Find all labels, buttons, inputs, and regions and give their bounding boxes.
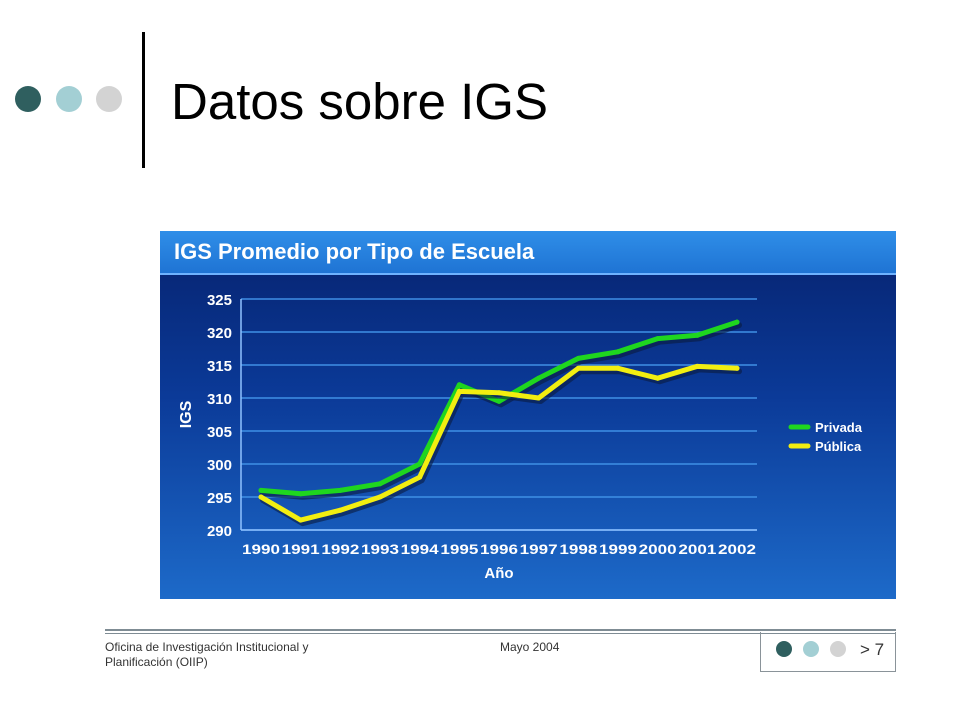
x-tick-label: 2002 bbox=[718, 541, 756, 557]
data-point bbox=[615, 349, 621, 355]
data-point bbox=[734, 365, 740, 371]
y-tick-label: 305 bbox=[207, 424, 232, 441]
x-tick-label: 1992 bbox=[321, 541, 359, 557]
x-tick-label: 1995 bbox=[440, 541, 478, 557]
data-point bbox=[377, 494, 383, 500]
title-divider bbox=[142, 32, 145, 168]
page-indicator-box bbox=[760, 632, 896, 672]
data-point bbox=[536, 375, 542, 381]
x-tick-label: 1996 bbox=[480, 541, 518, 557]
y-tick-label: 315 bbox=[207, 358, 232, 375]
y-tick-label: 320 bbox=[207, 325, 232, 342]
slide-title: Datos sobre IGS bbox=[171, 73, 548, 130]
y-tick-label: 295 bbox=[207, 490, 232, 507]
series-line-privada bbox=[258, 319, 740, 497]
x-tick-label: 1991 bbox=[282, 541, 320, 557]
x-tick-label: 1998 bbox=[559, 541, 597, 557]
chart-header: IGS Promedio por Tipo de Escuela bbox=[160, 231, 896, 275]
x-axis-title: Año bbox=[484, 565, 513, 582]
gray-dot-small-icon bbox=[830, 641, 846, 657]
data-point bbox=[575, 365, 581, 371]
y-tick-label: 310 bbox=[207, 391, 232, 408]
footer-org-line1: Oficina de Investigación Institucional y bbox=[105, 640, 309, 654]
x-tick-label: 1994 bbox=[401, 541, 439, 557]
footer-rule-top bbox=[105, 629, 896, 631]
series-shadow bbox=[260, 366, 742, 527]
data-point bbox=[337, 507, 343, 513]
data-point bbox=[734, 319, 740, 325]
data-point bbox=[417, 474, 423, 480]
data-point bbox=[655, 375, 661, 381]
x-tick-label: 1997 bbox=[520, 541, 558, 557]
x-tick-label: 1999 bbox=[599, 541, 637, 557]
footer-rule-bottom bbox=[105, 633, 896, 634]
y-axis-title: IGS bbox=[178, 400, 195, 428]
data-point bbox=[496, 398, 502, 404]
x-tick-label: 2000 bbox=[639, 541, 677, 557]
data-point bbox=[337, 487, 343, 493]
data-point bbox=[496, 390, 502, 396]
series-shadow bbox=[260, 322, 742, 500]
chart-panel: IGS Promedio por Tipo de Escuela 290 295 3… bbox=[160, 231, 896, 599]
chart-title: IGS Promedio por Tipo de Escuela bbox=[174, 239, 535, 264]
y-tick-label: 290 bbox=[207, 523, 232, 540]
legend-label: Pública bbox=[815, 439, 862, 454]
data-point bbox=[655, 336, 661, 342]
data-point bbox=[456, 382, 462, 388]
gray-dot-icon bbox=[96, 86, 122, 112]
page-number: > 7 bbox=[860, 640, 885, 659]
x-tick-label: 1993 bbox=[361, 541, 399, 557]
teal-dot-small-icon bbox=[803, 641, 819, 657]
data-point bbox=[298, 491, 304, 497]
y-tick-label: 300 bbox=[207, 457, 232, 474]
data-point bbox=[258, 494, 264, 500]
data-point bbox=[536, 395, 542, 401]
data-point bbox=[258, 487, 264, 493]
data-point bbox=[694, 363, 700, 369]
data-point bbox=[615, 365, 621, 371]
data-point bbox=[417, 461, 423, 467]
footer-org-line2: Planificación (OIIP) bbox=[105, 655, 208, 669]
data-point bbox=[694, 332, 700, 338]
data-point bbox=[575, 355, 581, 361]
x-tick-label: 2001 bbox=[678, 541, 716, 557]
teal-dot-icon bbox=[56, 86, 82, 112]
x-tick-label: 1990 bbox=[242, 541, 280, 557]
dark-dot-small-icon bbox=[776, 641, 792, 657]
data-point bbox=[377, 481, 383, 487]
dark-dot-icon bbox=[15, 86, 41, 112]
igs-line-chart: 290 295 300 305 310 315 320 325 1990 1991 1992 1993… bbox=[178, 292, 863, 582]
data-point bbox=[298, 517, 304, 523]
data-point bbox=[456, 388, 462, 394]
legend-label: Privada bbox=[815, 420, 863, 435]
y-tick-label: 325 bbox=[207, 292, 232, 309]
footer-date: Mayo 2004 bbox=[500, 640, 560, 654]
